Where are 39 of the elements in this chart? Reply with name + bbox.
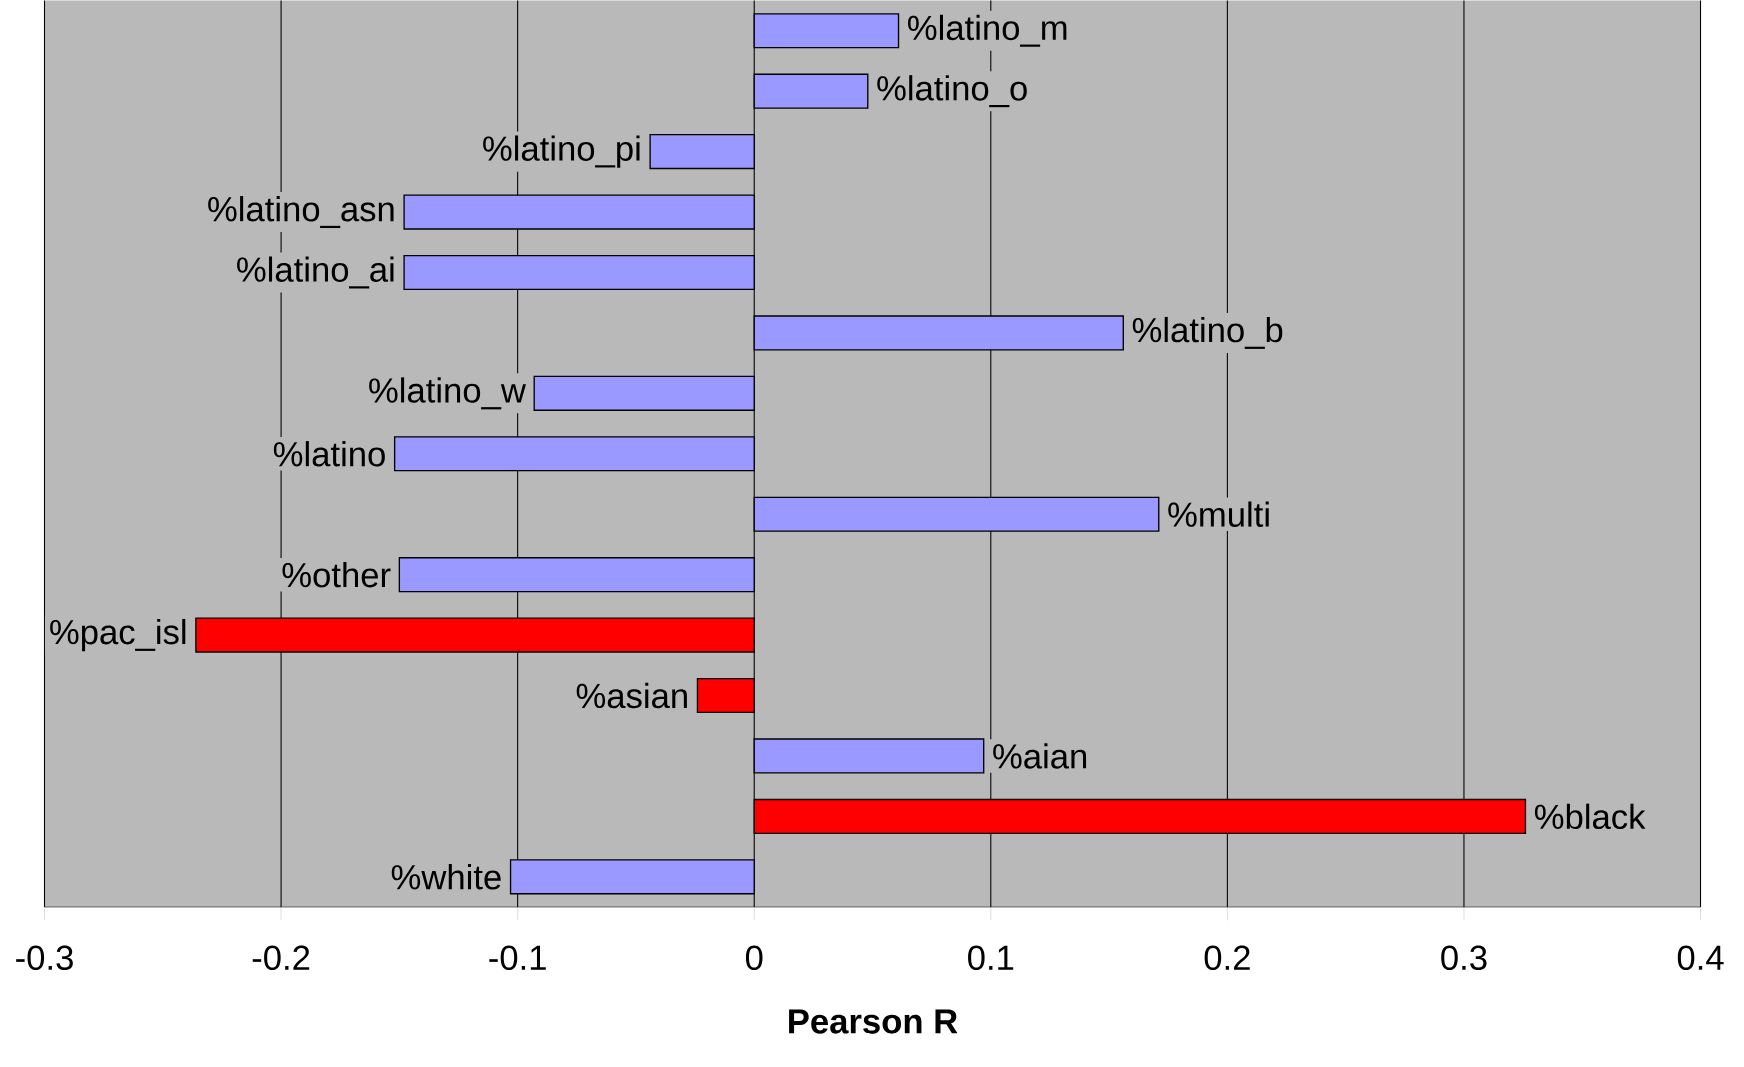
bar: [753, 73, 869, 109]
x-tick-label: 0.4: [1677, 945, 1724, 970]
y-tick-label: %white: [391, 864, 501, 890]
x-tick-label: -0.2: [252, 945, 310, 970]
y-tick-label: %latino_w: [369, 377, 526, 410]
bar: [753, 738, 985, 774]
bar: [753, 496, 1160, 532]
y-tick-label: %latino_m: [908, 14, 1067, 47]
bar: [398, 556, 755, 593]
y-tick-label: %latino_asn: [208, 195, 394, 228]
y-tick-label: %multi: [1168, 501, 1269, 527]
x-tick-label: 0.2: [1204, 945, 1250, 970]
bar: [393, 436, 755, 472]
bar: [533, 375, 755, 411]
x-tick-label: 0: [745, 945, 763, 970]
y-tick-label: %pac_isl: [50, 618, 186, 652]
y-tick-label: %latino: [273, 440, 385, 467]
y-tick-label: %other: [282, 561, 391, 588]
bar: [403, 254, 755, 290]
y-tick-label: %aian: [993, 743, 1087, 769]
y-tick-label: %latino_ai: [237, 256, 394, 289]
y-tick-label: %latino_pi: [483, 135, 640, 168]
bar: [403, 194, 755, 230]
x-tick-label: 0.3: [1441, 945, 1487, 970]
y-tick-label: %asian: [576, 682, 687, 709]
bar: [753, 315, 1124, 351]
x-tick-label: 0.1: [968, 945, 1014, 970]
x-tick-label: -0.3: [16, 945, 73, 970]
y-tick-label: %black: [1534, 803, 1646, 830]
bar: [195, 617, 755, 653]
bar: [753, 13, 900, 49]
x-axis-title: Pearson R: [789, 1009, 958, 1034]
bar: [509, 859, 755, 895]
y-tick-label: %latino_b: [1132, 316, 1283, 349]
bar: [696, 677, 755, 714]
bar: [753, 798, 1527, 834]
y-tick-label: %latino_o: [877, 75, 1027, 108]
x-tick-label: -0.1: [489, 945, 546, 970]
bar: [649, 133, 755, 170]
